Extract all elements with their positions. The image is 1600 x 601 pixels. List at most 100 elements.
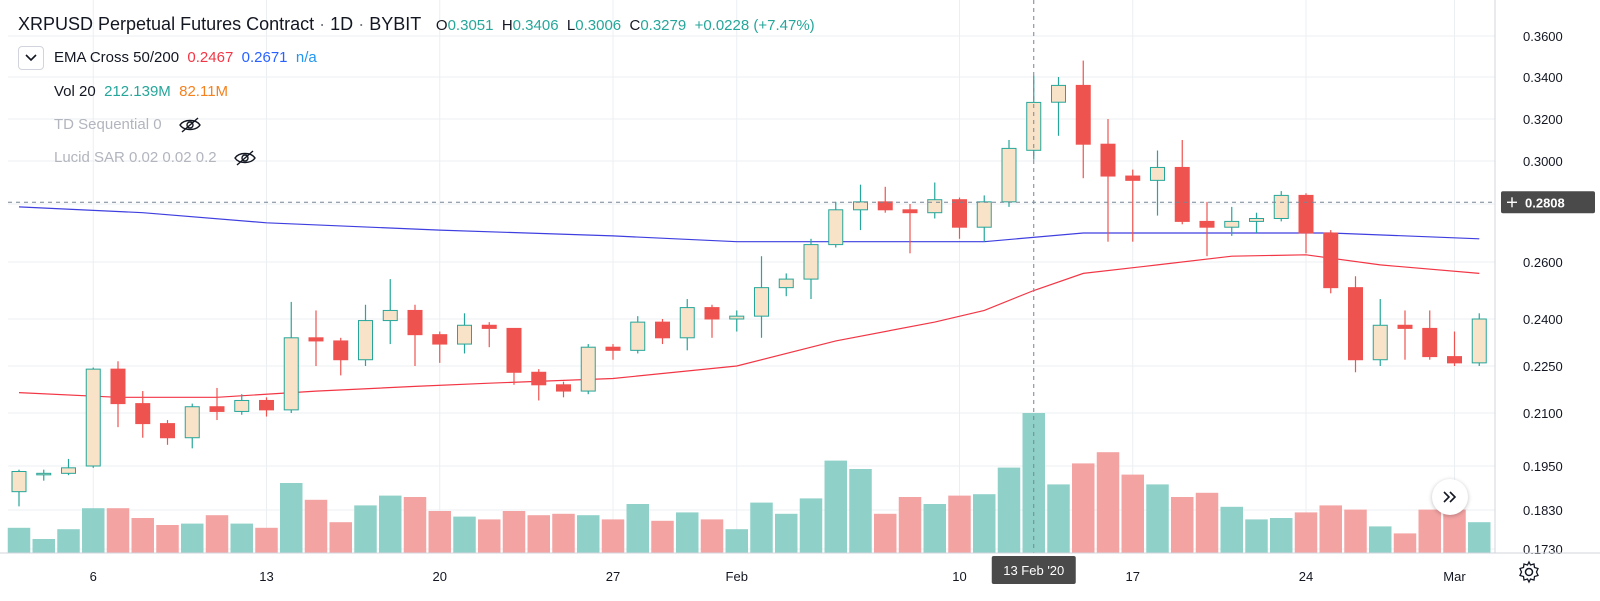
candle-body[interactable] — [853, 201, 868, 211]
candle-body[interactable] — [358, 320, 373, 361]
candle-body[interactable] — [36, 472, 52, 476]
candle-body[interactable] — [1051, 84, 1066, 103]
candle-body[interactable] — [135, 403, 151, 425]
candle-body[interactable] — [1273, 194, 1289, 219]
candle-body[interactable] — [580, 346, 596, 392]
candle-body[interactable] — [110, 368, 126, 405]
symbol-name[interactable]: XRPUSD Perpetual Futures Contract — [18, 14, 315, 34]
candle-body[interactable] — [556, 384, 571, 392]
candle-body[interactable] — [1100, 143, 1116, 177]
candle-body[interactable] — [11, 471, 27, 493]
candle-body[interactable] — [1174, 166, 1190, 222]
candle-body[interactable] — [457, 324, 472, 345]
eye-crossed-icon[interactable] — [233, 149, 257, 167]
candle-body[interactable] — [1001, 147, 1017, 203]
candle-body[interactable] — [382, 309, 398, 322]
candle-body[interactable] — [1397, 324, 1413, 329]
candle-body[interactable] — [1199, 220, 1215, 228]
candle-body[interactable] — [655, 321, 670, 339]
volume-bar — [651, 520, 674, 553]
candle-body[interactable] — [1323, 232, 1339, 289]
candle-body[interactable] — [160, 423, 175, 439]
crosshair-price-box — [1501, 191, 1595, 214]
candle-body[interactable] — [1075, 84, 1091, 145]
candle-body[interactable] — [877, 201, 893, 211]
indicator-ema-cross[interactable]: EMA Cross 50/200 0.2467 0.2671 n/a — [54, 49, 317, 66]
time-tick-label: 27 — [606, 569, 620, 584]
candle-body[interactable] — [1249, 218, 1264, 222]
candle-body[interactable] — [902, 209, 918, 214]
chevron-down-icon — [25, 54, 37, 62]
volume-bar — [799, 498, 823, 553]
volume-bar — [1047, 484, 1070, 553]
price-tick-label: 0.3400 — [1523, 70, 1563, 85]
candle-body[interactable] — [1298, 194, 1314, 234]
candle-body[interactable] — [407, 309, 423, 336]
candle-body[interactable] — [828, 209, 844, 246]
interval-label[interactable]: 1D — [330, 14, 354, 34]
candle-body[interactable] — [85, 368, 101, 467]
candle-body[interactable] — [1422, 327, 1438, 358]
scroll-to-realtime-button[interactable] — [1432, 479, 1468, 515]
time-axis[interactable] — [0, 554, 1495, 601]
time-tick-label: Mar — [1443, 569, 1466, 584]
gear-icon[interactable] — [1517, 560, 1541, 584]
volume-bar — [7, 527, 31, 553]
candle-body[interactable] — [283, 337, 299, 411]
candle-body[interactable] — [184, 406, 200, 439]
volume-bar — [552, 513, 575, 553]
candle-body[interactable] — [679, 307, 695, 339]
indicator-volume[interactable]: Vol 20 212.139M 82.11M — [54, 83, 228, 100]
collapse-legend-button[interactable] — [18, 46, 44, 70]
indicator-td-sequential[interactable]: TD Sequential 0 — [54, 116, 202, 134]
volume-bar — [750, 502, 773, 553]
candle-body[interactable] — [1125, 175, 1141, 181]
candle-body[interactable] — [704, 307, 720, 320]
volume-bar — [997, 467, 1021, 553]
candle-body[interactable] — [778, 278, 794, 289]
candle-body[interactable] — [1348, 287, 1363, 361]
volume-bar — [1319, 505, 1342, 553]
candle-body[interactable] — [333, 340, 349, 361]
price-tick-label: 0.2600 — [1523, 255, 1563, 270]
candle-body[interactable] — [1471, 318, 1487, 364]
candle-body[interactable] — [259, 399, 274, 411]
candle-body[interactable] — [729, 315, 745, 320]
candle-body[interactable] — [308, 337, 324, 342]
candle-body[interactable] — [1447, 356, 1462, 364]
eye-crossed-icon[interactable] — [178, 116, 202, 134]
candle-body[interactable] — [605, 346, 621, 351]
candle-body[interactable] — [531, 371, 547, 386]
candle-body[interactable] — [952, 199, 967, 228]
price-tick-label: 0.3600 — [1523, 29, 1563, 44]
volume-bar — [1344, 509, 1367, 553]
crosshair-date-box — [991, 556, 1076, 584]
candle-body[interactable] — [630, 321, 646, 351]
ema50-value: 0.2467 — [187, 49, 234, 66]
candle-body[interactable] — [1026, 101, 1042, 151]
candle-body[interactable] — [976, 201, 992, 228]
exchange-label: BYBIT — [369, 14, 421, 34]
indicator-lucid-sar[interactable]: Lucid SAR 0.02 0.02 0.2 — [54, 149, 257, 167]
candle-body[interactable] — [432, 334, 448, 345]
candle-body[interactable] — [1224, 220, 1240, 228]
candle-body[interactable] — [1372, 324, 1388, 361]
candle-body[interactable] — [1150, 166, 1165, 181]
volume-bar — [131, 518, 154, 553]
volume-bar — [1146, 484, 1169, 553]
price-tick-label: 0.2400 — [1523, 312, 1563, 327]
candle-body[interactable] — [209, 406, 225, 412]
candle-body[interactable] — [481, 324, 497, 329]
volume-bar — [280, 483, 303, 553]
close-value: 0.3279 — [640, 17, 687, 34]
volume-bar — [1121, 474, 1144, 553]
candle-body[interactable] — [61, 467, 76, 474]
candle-body[interactable] — [754, 287, 769, 317]
candle-body[interactable] — [506, 327, 522, 373]
candle-body[interactable] — [803, 244, 819, 280]
candle-body[interactable] — [234, 399, 250, 412]
volume-bar — [205, 515, 229, 553]
candle-body[interactable] — [927, 199, 943, 214]
price-axis[interactable] — [1495, 0, 1600, 601]
